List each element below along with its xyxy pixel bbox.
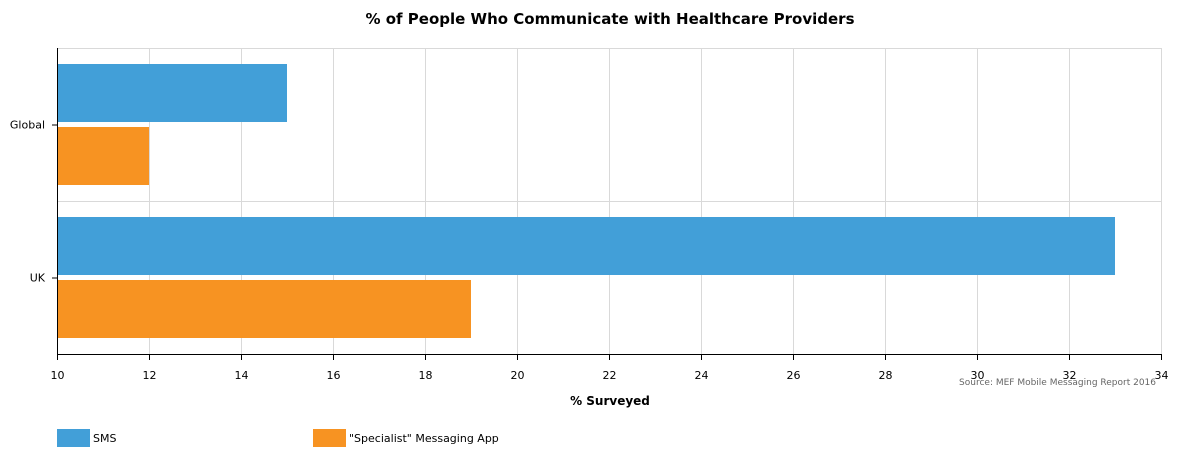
legend-swatch-specialist-app[interactable] [313,429,346,447]
y-tick-label: UK [30,272,46,285]
bars [57,64,1115,338]
legend-swatch-sms[interactable] [57,429,90,447]
legend: SMS "Specialist" Messaging App [57,429,499,447]
x-tick-label: 20 [511,369,525,382]
x-tick-label: 16 [327,369,341,382]
x-tick-label: 14 [235,369,249,382]
grid [57,48,1162,354]
x-tick-label: 24 [695,369,709,382]
bar-global-specialist-app[interactable] [57,127,149,185]
bar-uk-sms[interactable] [57,217,1115,275]
bar-uk-specialist-app[interactable] [57,280,471,338]
axes: Global UK 10 12 14 16 18 20 22 24 26 28 30 32 34 [10,48,1169,382]
x-tick-label: 28 [879,369,893,382]
legend-label-specialist-app[interactable]: "Specialist" Messaging App [349,432,499,445]
x-tick-label: 18 [419,369,433,382]
y-tick-label: Global [10,119,45,132]
x-tick-label: 12 [143,369,157,382]
source-note: Source: MEF Mobile Messaging Report 2016 [959,378,1156,388]
x-tick-label: 34 [1155,369,1169,382]
x-tick-label: 30 [971,369,985,382]
chart-title: % of People Who Communicate with Healthc… [365,10,854,28]
x-axis-title: % Surveyed [570,394,650,408]
x-tick-label: 22 [603,369,617,382]
bar-global-sms[interactable] [57,64,287,122]
legend-label-sms[interactable]: SMS [93,432,116,445]
x-tick-label: 32 [1063,369,1077,382]
x-tick-label: 10 [51,369,65,382]
x-tick-label: 26 [787,369,801,382]
